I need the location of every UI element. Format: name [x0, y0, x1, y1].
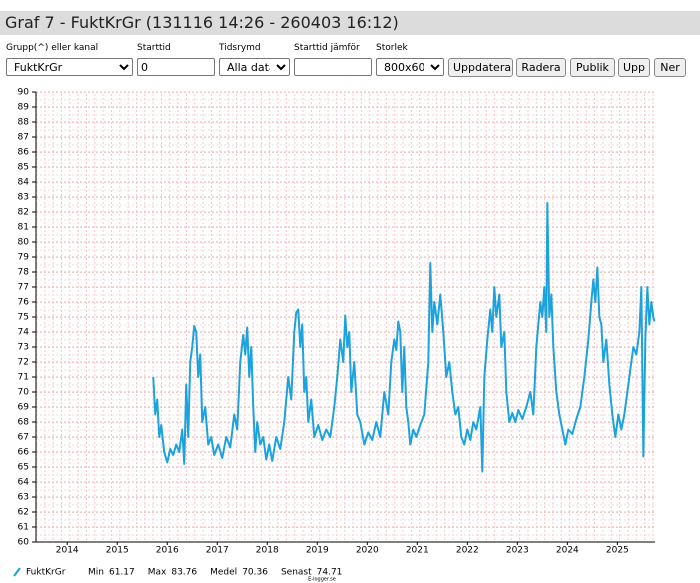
y-tick-label: 77	[18, 283, 29, 293]
compare-input[interactable]	[294, 58, 372, 76]
x-tick-label: 2022	[456, 546, 479, 556]
y-tick-label: 69	[18, 403, 30, 413]
y-tick-label: 73	[18, 343, 29, 353]
channel-select[interactable]: FuktKrGr	[6, 58, 133, 76]
y-tick-label: 85	[18, 163, 29, 173]
update-button[interactable]: Uppdatera	[448, 58, 513, 77]
y-tick-label: 88	[18, 118, 30, 128]
y-tick-label: 83	[18, 193, 29, 203]
control-label: Starttid	[137, 43, 171, 53]
chart: FuktKrGr E-logger.se 60 61 62 63 64 65 66 67 68 6…	[13, 88, 656, 583]
x-tick-label: 2020	[356, 546, 379, 556]
y-tick-label: 86	[18, 148, 30, 158]
control-label: Starttid jämför	[294, 43, 360, 53]
y-tick-label: 63	[18, 493, 29, 503]
x-tick-label: 2016	[156, 546, 179, 556]
up-button[interactable]: Upp	[618, 58, 650, 77]
size-select[interactable]: 800x600	[376, 58, 444, 76]
y-tick-label: 79	[18, 253, 30, 263]
down-button[interactable]: Ner	[654, 58, 686, 77]
legend-label: FuktKrGr	[26, 568, 66, 578]
starttime-input[interactable]	[137, 58, 215, 76]
stat-value: 70.36	[242, 568, 268, 578]
y-tick-label: 82	[18, 208, 29, 218]
y-tick-label: 84	[18, 178, 30, 188]
control-label: Storlek	[376, 43, 408, 53]
title-bar: Graf 7 - FuktKrGr (131116 14:26 - 260403…	[0, 11, 700, 35]
y-tick-label: 89	[18, 103, 30, 113]
clear-button[interactable]: Radera	[516, 58, 566, 77]
y-tick-label: 78	[18, 268, 30, 278]
x-tick-label: 2025	[606, 546, 629, 556]
y-tick-label: 68	[18, 418, 30, 428]
data-line	[152, 202, 656, 473]
y-tick-label: 75	[18, 313, 29, 323]
x-tick-label: 2014	[56, 546, 79, 556]
control-label: Tidsrymd	[219, 43, 261, 53]
legend-swatch	[13, 567, 21, 577]
x-tick-label: 2024	[556, 546, 579, 556]
x-tick-label: 2019	[306, 546, 329, 556]
x-tick-label: 2018	[256, 546, 279, 556]
y-tick-label: 76	[18, 298, 30, 308]
y-tick-label: 80	[18, 238, 30, 248]
public-button[interactable]: Publik	[570, 58, 615, 77]
x-tick-label: 2021	[406, 546, 429, 556]
x-tick-label: 2023	[506, 546, 529, 556]
x-tick-label: 2015	[106, 546, 129, 556]
stat-value: 74.71	[317, 568, 343, 578]
y-tick-label: 64	[18, 478, 30, 488]
stat-label: Max	[148, 568, 167, 578]
y-tick-label: 87	[18, 133, 29, 143]
page-title: Graf 7 - FuktKrGr (131116 14:26 - 260403…	[5, 13, 399, 32]
stat-value: 61.17	[109, 568, 135, 578]
y-tick-label: 65	[18, 463, 29, 473]
x-tick-label: 2017	[206, 546, 229, 556]
y-tick-label: 90	[18, 88, 30, 98]
y-tick-label: 67	[18, 433, 29, 443]
stat-value: 83.76	[171, 568, 197, 578]
y-tick-label: 74	[18, 328, 30, 338]
y-tick-label: 66	[18, 448, 30, 458]
y-tick-label: 71	[18, 373, 29, 383]
footer-note: E-logger.se	[308, 577, 336, 583]
stat-label: Senast	[281, 568, 312, 578]
span-select[interactable]: Alla data	[219, 58, 290, 76]
y-tick-label: 72	[18, 358, 29, 368]
y-tick-label: 62	[18, 508, 29, 518]
y-tick-label: 70	[18, 388, 30, 398]
stat-label: Medel	[210, 568, 237, 578]
y-tick-label: 60	[18, 538, 30, 548]
y-tick-label: 61	[18, 523, 29, 533]
control-label: Grupp(^) eller kanal	[6, 43, 99, 53]
stat-label: Min	[88, 568, 104, 578]
y-tick-label: 81	[18, 223, 29, 233]
